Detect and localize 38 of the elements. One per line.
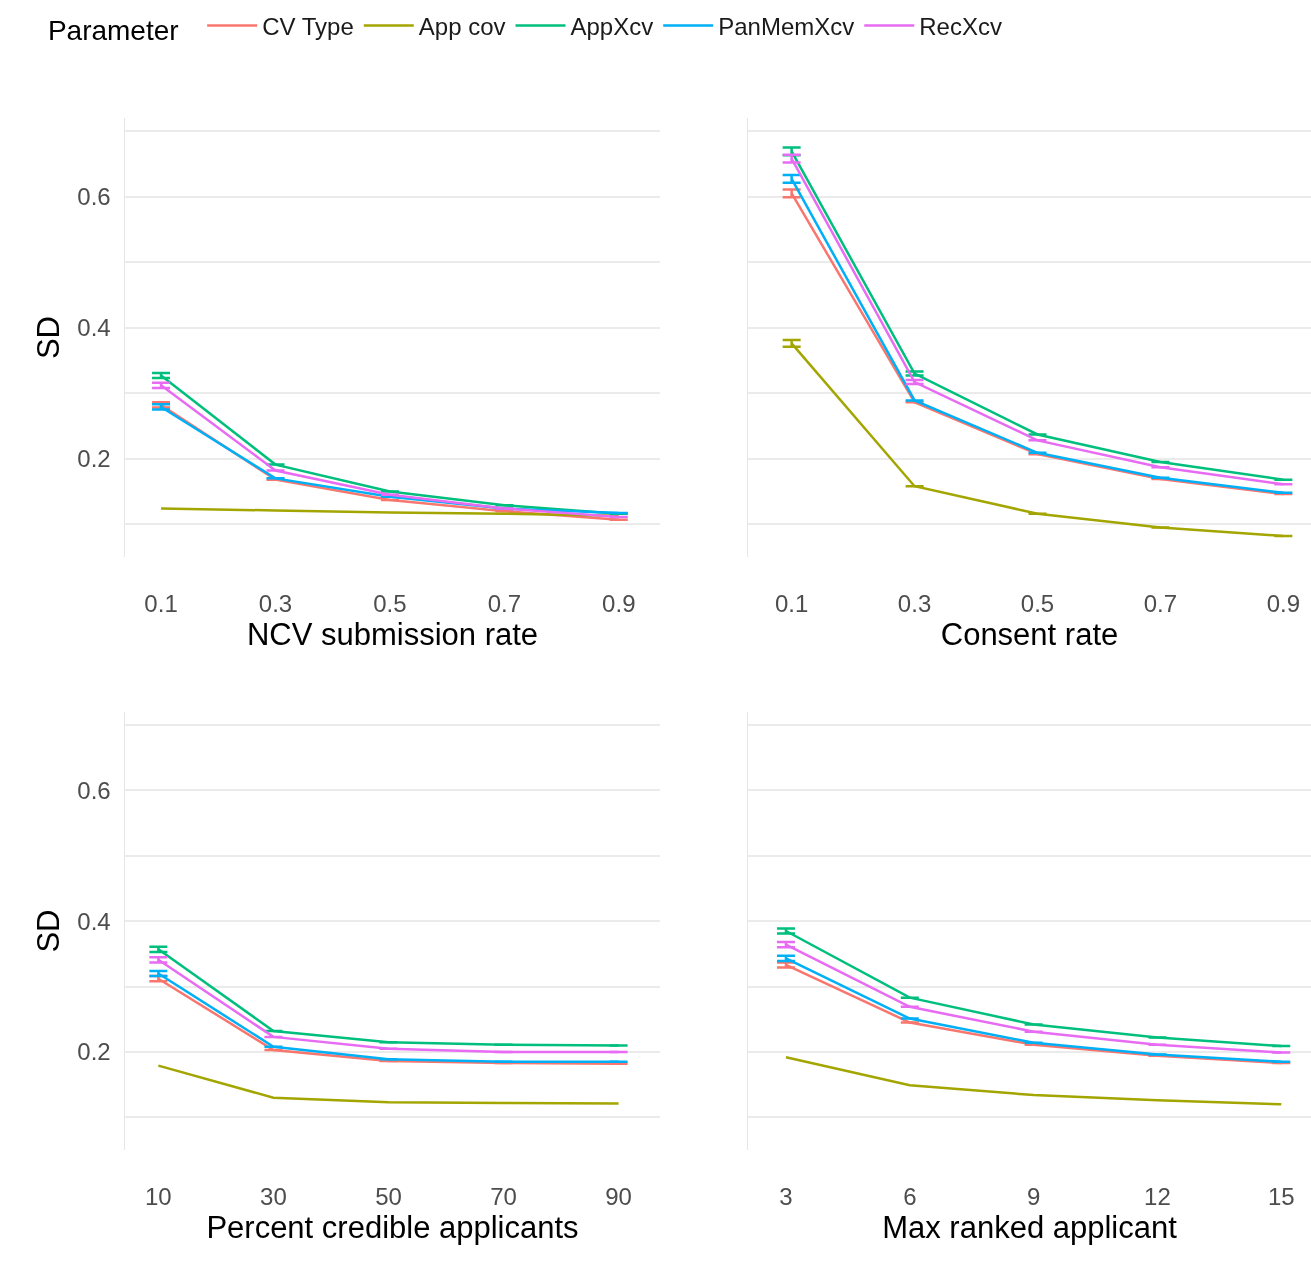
- x-tick-label: 3: [779, 1183, 793, 1210]
- x-tick-label: 0.1: [144, 590, 178, 617]
- x-tick-label: 0.3: [897, 590, 932, 617]
- y-tick-label: 0.4: [77, 314, 111, 342]
- x-tick-label: 90: [605, 1183, 632, 1210]
- y-tick-label: 0.4: [77, 907, 111, 935]
- legend-label: AppXcv: [570, 12, 654, 40]
- x-tick-label: 10: [145, 1183, 172, 1210]
- x-tick-label: 12: [1144, 1183, 1171, 1210]
- x-tick-label: 0.3: [258, 590, 293, 617]
- x-tick-label: 0.7: [1143, 590, 1178, 617]
- y-axis-title: SD: [31, 909, 67, 953]
- legend-label: RecXcv: [919, 12, 1002, 40]
- x-axis-title: NCV submission rate: [246, 617, 539, 652]
- y-tick-label: 0.6: [77, 776, 111, 804]
- y-tick-label: 0.2: [77, 445, 111, 473]
- x-axis-title: Max ranked applicant: [882, 1210, 1178, 1245]
- x-tick-label: 0.1: [774, 590, 809, 617]
- x-tick-label: 70: [490, 1183, 517, 1210]
- x-tick-label: 0.9: [1266, 590, 1301, 617]
- x-tick-label: 0.7: [487, 590, 522, 617]
- x-tick-label: 0.9: [602, 590, 636, 617]
- legend-label: PanMemXcv: [718, 12, 855, 40]
- x-tick-label: 50: [375, 1183, 402, 1210]
- x-tick-label: 9: [1026, 1183, 1041, 1210]
- legend-label: App cov: [418, 12, 506, 40]
- x-axis-title: Percent credible applicants: [206, 1210, 579, 1245]
- y-tick-label: 0.6: [77, 183, 111, 211]
- legend-label: CV Type: [262, 12, 354, 40]
- y-axis-title: SD: [31, 315, 67, 360]
- x-tick-label: 30: [260, 1183, 287, 1210]
- legend-title: Parameter: [47, 14, 195, 46]
- x-tick-label: 0.5: [1020, 590, 1055, 617]
- x-tick-label: 0.5: [373, 590, 407, 617]
- x-axis-title: Consent rate: [940, 617, 1119, 652]
- y-tick-label: 0.2: [77, 1038, 111, 1066]
- x-tick-label: 6: [903, 1183, 917, 1210]
- x-tick-label: 15: [1267, 1183, 1295, 1210]
